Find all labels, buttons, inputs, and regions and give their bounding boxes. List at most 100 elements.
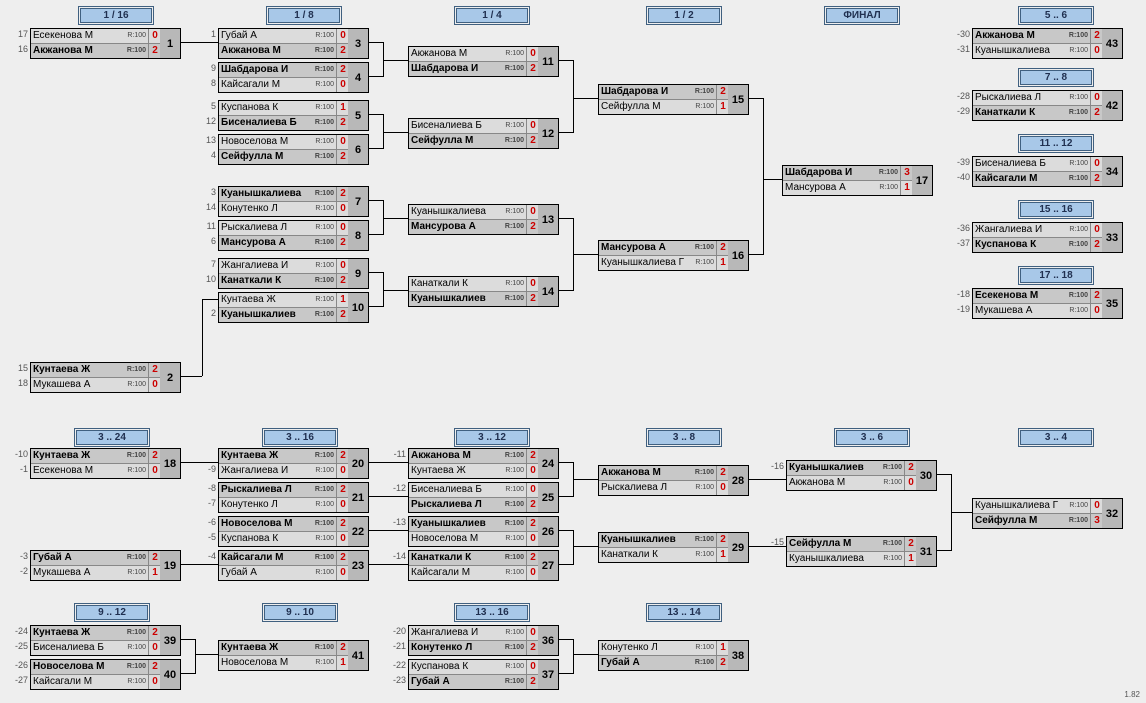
player-row[interactable]: Новоселова МR:1000: [409, 531, 539, 546]
player-row[interactable]: Канаткали КR:1000: [409, 277, 539, 291]
player-row[interactable]: Рыскалиева ЛR:1002: [219, 483, 349, 497]
player-row[interactable]: Рыскалиева ЛR:1002: [409, 497, 539, 512]
player-row[interactable]: Кунтаева ЖR:1002: [31, 363, 161, 377]
player-row[interactable]: Акжанова МR:1002: [409, 449, 539, 463]
player-row[interactable]: Сейфулла МR:1001: [599, 99, 729, 114]
player-row[interactable]: Бисеналиева БR:1000: [409, 483, 539, 497]
player-row[interactable]: Жангалиева ИR:1000: [973, 223, 1103, 237]
player-row[interactable]: Новоселова МR:1000: [219, 135, 349, 149]
player-row[interactable]: Акжанова МR:1002: [973, 29, 1103, 43]
player-row[interactable]: КуанышкалиевR:1002: [599, 533, 729, 547]
connector: [573, 639, 574, 674]
match-number: 8: [348, 220, 369, 251]
player-row[interactable]: Куспанова КR:1000: [409, 660, 539, 674]
player-row[interactable]: Акжанова МR:1002: [599, 466, 729, 480]
player-row[interactable]: Новоселова МR:1001: [219, 655, 349, 670]
player-name: Новоселова М: [219, 517, 312, 531]
match-box: Жангалиева ИR:1000Канаткали КR:1002: [218, 258, 350, 289]
player-row[interactable]: Шабдарова ИR:1002: [599, 85, 729, 99]
player-name: Есекенова М: [31, 29, 124, 43]
player-row[interactable]: Рыскалиева ЛR:1000: [219, 221, 349, 235]
player-row[interactable]: Бисеналиева БR:1000: [973, 157, 1103, 171]
player-row[interactable]: Жангалиева ИR:1000: [219, 259, 349, 273]
player-row[interactable]: Новоселова МR:1002: [219, 517, 349, 531]
player-row[interactable]: Губай АR:1002: [409, 674, 539, 689]
player-row[interactable]: Конутенко ЛR:1000: [219, 201, 349, 216]
player-row[interactable]: Бисеналиева БR:1000: [31, 640, 161, 655]
player-row[interactable]: Рыскалиева ЛR:1000: [599, 480, 729, 495]
player-row[interactable]: Мансурова АR:1002: [599, 241, 729, 255]
player-row[interactable]: Конутенко ЛR:1001: [599, 641, 729, 655]
player-row[interactable]: Кайсагали МR:1002: [219, 551, 349, 565]
player-row[interactable]: Мансурова АR:1002: [409, 219, 539, 234]
player-row[interactable]: КуанышкалиевR:1002: [219, 307, 349, 322]
player-row[interactable]: Кайсагали МR:1000: [219, 77, 349, 92]
player-row[interactable]: Шабдарова ИR:1002: [409, 61, 539, 76]
player-row[interactable]: Мукашева АR:1000: [973, 303, 1103, 318]
player-row[interactable]: Акжанова МR:1002: [31, 43, 161, 58]
player-row[interactable]: КуанышкалиевR:1002: [787, 461, 917, 475]
player-row[interactable]: КуанышкалиеваR:1001: [787, 551, 917, 566]
rating-label: R:100: [1066, 172, 1090, 186]
player-row[interactable]: Кунтаева ЖR:1002: [31, 449, 161, 463]
player-row[interactable]: Бисеналиева БR:1000: [409, 119, 539, 133]
player-row[interactable]: Бисеналиева БR:1002: [219, 115, 349, 130]
player-row[interactable]: Сейфулла МR:1002: [409, 133, 539, 148]
player-row[interactable]: Куспанова КR:1002: [973, 237, 1103, 252]
player-row[interactable]: Жангалиева ИR:1000: [409, 626, 539, 640]
player-row[interactable]: Канаткали КR:1001: [599, 547, 729, 562]
player-row[interactable]: Сейфулла МR:1003: [973, 513, 1103, 528]
player-row[interactable]: Шабдарова ИR:1003: [783, 166, 913, 180]
player-row[interactable]: Канаткали КR:1002: [409, 551, 539, 565]
player-row[interactable]: Мукашева АR:1001: [31, 565, 161, 580]
player-row[interactable]: Канаткали КR:1002: [219, 273, 349, 288]
player-row[interactable]: Кунтаева ЖR:1001: [219, 293, 349, 307]
player-row[interactable]: КуанышкалиевR:1002: [409, 517, 539, 531]
player-row[interactable]: Сейфулла МR:1002: [219, 149, 349, 164]
player-row[interactable]: Кунтаева ЖR:1002: [31, 626, 161, 640]
player-row[interactable]: Кунтаева ЖR:1002: [219, 449, 349, 463]
player-row[interactable]: Мансурова АR:1002: [219, 235, 349, 250]
player-row[interactable]: Куанышкалиева ГR:1000: [973, 499, 1103, 513]
player-row[interactable]: Губай АR:1000: [219, 29, 349, 43]
player-row[interactable]: КуанышкалиевR:1002: [409, 291, 539, 306]
player-row[interactable]: КуанышкалиеваR:1000: [409, 205, 539, 219]
player-row[interactable]: Есекенова МR:1000: [31, 29, 161, 43]
player-row[interactable]: Сейфулла МR:1002: [787, 537, 917, 551]
player-row[interactable]: Губай АR:1000: [219, 565, 349, 580]
player-row[interactable]: Мукашева АR:1000: [31, 377, 161, 392]
rating-label: R:100: [124, 551, 148, 565]
player-row[interactable]: Кайсагали МR:1002: [973, 171, 1103, 186]
match-box: Жангалиева ИR:1000Куспанова КR:1002: [972, 222, 1104, 253]
player-row[interactable]: КуанышкалиеваR:1002: [219, 187, 349, 201]
connector: [558, 639, 573, 640]
player-row[interactable]: Кайсагали МR:1000: [409, 565, 539, 580]
player-row[interactable]: Акжанова МR:1002: [219, 43, 349, 58]
player-row[interactable]: Губай АR:1002: [599, 655, 729, 670]
player-row[interactable]: Кайсагали МR:1000: [31, 674, 161, 689]
player-row[interactable]: Есекенова МR:1000: [31, 463, 161, 478]
player-name: Акжанова М: [599, 466, 692, 480]
player-row[interactable]: Конутенко ЛR:1000: [219, 497, 349, 512]
rating-label: R:100: [1066, 106, 1090, 120]
player-row[interactable]: Новоселова МR:1002: [31, 660, 161, 674]
player-row[interactable]: Есекенова МR:1002: [973, 289, 1103, 303]
player-row[interactable]: Жангалиева ИR:1000: [219, 463, 349, 478]
player-row[interactable]: Кунтаева ЖR:1000: [409, 463, 539, 478]
player-row[interactable]: Кунтаева ЖR:1002: [219, 641, 349, 655]
player-row[interactable]: Куспанова КR:1001: [219, 101, 349, 115]
player-row[interactable]: Куспанова КR:1000: [219, 531, 349, 546]
player-row[interactable]: КуанышкалиеваR:1000: [973, 43, 1103, 58]
player-row[interactable]: Шабдарова ИR:1002: [219, 63, 349, 77]
player-row[interactable]: Рыскалиева ЛR:1000: [973, 91, 1103, 105]
rating-label: R:100: [312, 293, 336, 307]
player-row[interactable]: Мансурова АR:1001: [783, 180, 913, 195]
player-row[interactable]: Куанышкалиева ГR:1001: [599, 255, 729, 270]
player-row[interactable]: Губай АR:1002: [31, 551, 161, 565]
player-row[interactable]: Акжанова МR:1000: [787, 475, 917, 490]
player-row[interactable]: Акжанова МR:1000: [409, 47, 539, 61]
player-row[interactable]: Конутенко ЛR:1002: [409, 640, 539, 655]
player-row[interactable]: Канаткали КR:1002: [973, 105, 1103, 120]
player-name: Мансурова А: [219, 236, 312, 250]
round-label: 1 / 2: [648, 8, 720, 23]
